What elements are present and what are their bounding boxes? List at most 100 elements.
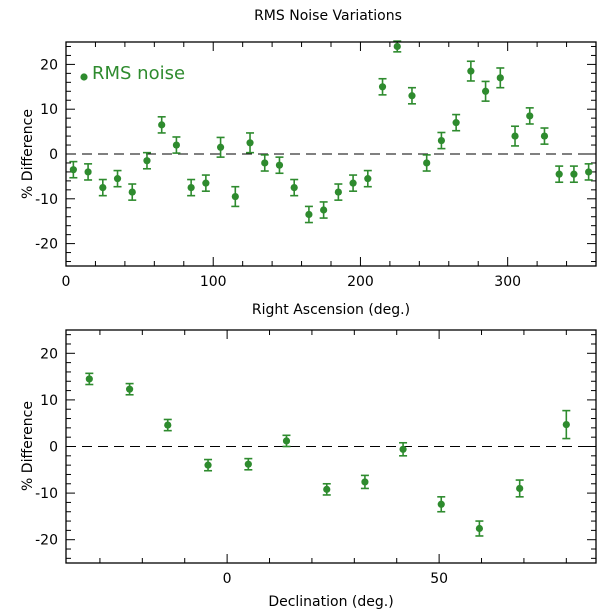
top-data-point <box>349 174 358 192</box>
top-data-point <box>422 154 431 172</box>
top-marker <box>113 175 122 183</box>
bottom-y-axis-label: % Difference <box>20 401 36 491</box>
chart-title: RMS Noise Variations <box>254 8 402 24</box>
bottom-data-point <box>562 409 571 440</box>
top-data-point <box>172 136 181 154</box>
bottom-y-tick-label: 20 <box>40 346 58 362</box>
legend-label: RMS noise <box>92 63 185 84</box>
top-marker <box>320 206 328 214</box>
top-marker <box>187 184 195 192</box>
bottom-marker <box>164 421 172 429</box>
top-data-point <box>496 67 505 89</box>
top-data-point <box>98 178 107 197</box>
top-data-point <box>69 160 78 179</box>
bottom-data-point <box>515 479 524 498</box>
top-marker <box>158 121 166 129</box>
bottom-marker <box>204 461 212 469</box>
top-y-tick-label: -10 <box>35 192 58 208</box>
top-marker <box>555 170 563 178</box>
bottom-axes-frame <box>65 329 597 564</box>
top-marker <box>570 170 578 178</box>
bottom-data-point <box>85 372 94 386</box>
top-marker <box>305 210 313 219</box>
top-y-tick-label: -20 <box>35 237 58 253</box>
top-marker <box>408 92 416 100</box>
top-data-point <box>555 165 564 184</box>
bottom-data-point <box>163 418 172 432</box>
top-data-point <box>231 185 240 208</box>
legend-marker <box>80 73 88 81</box>
top-data-point <box>216 136 225 158</box>
bottom-data-point <box>322 482 331 496</box>
top-marker <box>423 159 431 167</box>
bottom-y-tick-label: -20 <box>35 533 58 549</box>
top-marker <box>231 192 239 201</box>
top-marker <box>481 87 490 95</box>
top-marker <box>143 157 151 165</box>
top-marker <box>99 184 107 192</box>
top-marker <box>216 143 225 151</box>
top-points <box>69 40 593 224</box>
bottom-points <box>85 372 571 537</box>
top-marker <box>69 166 77 174</box>
top-legend: RMS noise <box>80 63 185 84</box>
top-data-point <box>393 40 402 53</box>
top-data-point <box>246 132 255 154</box>
bottom-ticks: 0 50 -20 -10 0 10 20 <box>35 330 596 587</box>
bottom-y-tick-label: 10 <box>40 393 58 409</box>
top-data-point <box>569 165 578 184</box>
bottom-x-axis-label: Declination (deg.) <box>268 594 393 610</box>
top-marker <box>349 179 357 187</box>
top-ticks: 0 100 200 300 -20 -10 0 10 20 <box>35 42 597 290</box>
top-marker <box>585 168 593 176</box>
bottom-data-point <box>125 382 134 396</box>
top-data-point <box>540 127 549 145</box>
bottom-data-point <box>244 457 253 471</box>
bottom-marker <box>562 420 570 429</box>
top-marker <box>378 83 387 91</box>
top-marker <box>526 112 534 120</box>
bottom-marker <box>437 500 445 508</box>
top-x-tick-label: 100 <box>200 274 227 290</box>
top-data-point <box>84 163 93 181</box>
bottom-marker <box>323 485 331 493</box>
bottom-panel: 0 50 -20 -10 0 10 20 Declination (deg.) % Diff… <box>20 329 597 610</box>
top-marker <box>437 136 446 145</box>
top-data-point <box>260 154 269 172</box>
bottom-marker <box>361 478 369 486</box>
top-data-point <box>378 77 387 96</box>
top-data-point <box>157 116 166 134</box>
top-marker <box>511 132 519 140</box>
bottom-y-tick-label: -10 <box>35 486 58 502</box>
top-marker <box>290 184 298 192</box>
bottom-x-tick-label: 0 <box>223 571 232 587</box>
bottom-x-tick-label: 50 <box>430 571 448 587</box>
top-y-tick-label: 0 <box>49 147 58 163</box>
top-marker <box>275 161 284 169</box>
top-data-point <box>452 113 461 132</box>
top-data-point <box>481 80 490 102</box>
top-data-point <box>407 86 416 105</box>
top-axes-frame <box>65 41 597 267</box>
top-marker <box>540 132 549 140</box>
top-data-point <box>525 107 534 125</box>
top-marker <box>467 67 475 75</box>
top-data-point <box>437 131 446 150</box>
top-marker <box>172 141 181 149</box>
top-data-point <box>275 156 284 175</box>
top-y-tick-label: 10 <box>40 102 58 118</box>
bottom-marker <box>516 484 524 493</box>
top-data-point <box>290 178 299 197</box>
top-x-tick-label: 300 <box>494 274 521 290</box>
top-data-point <box>511 125 520 147</box>
top-y-tick-label: 20 <box>40 57 58 73</box>
bottom-data-point <box>360 474 369 490</box>
top-x-tick-label: 0 <box>62 274 71 290</box>
bottom-marker <box>85 375 93 383</box>
top-marker <box>261 159 269 167</box>
top-data-point <box>128 183 137 201</box>
top-data-point <box>319 201 328 219</box>
bottom-data-point <box>475 520 484 537</box>
bottom-data-point <box>204 458 213 472</box>
